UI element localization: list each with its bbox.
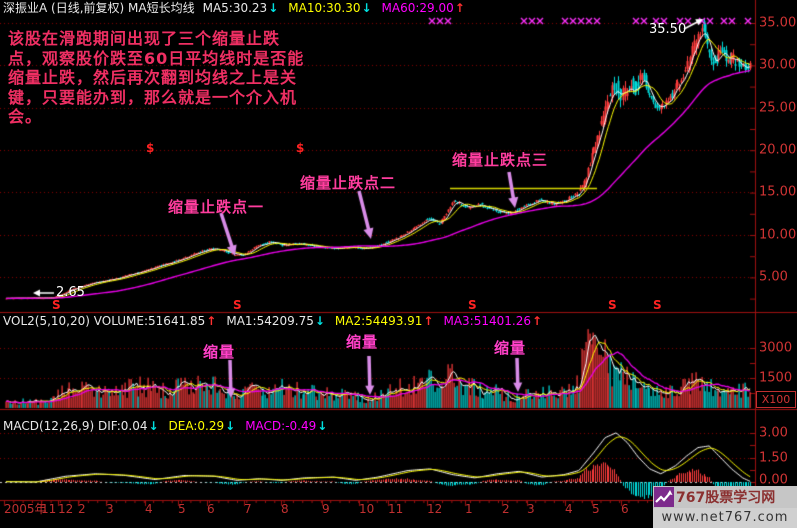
volume-header-trend-arrow-icon: ↑	[531, 314, 543, 328]
annotation-paragraph: 该股在滑跑期间出现了三个缩量止跌 点，观察股价跌至60日平均线时是否能 缩量止跌…	[8, 29, 305, 126]
date-axis-label: 2	[502, 502, 510, 516]
date-axis-label: 7	[244, 502, 252, 516]
date-axis-label: 4	[145, 502, 153, 516]
macd-header-trend-arrow-icon: ↓	[148, 419, 159, 433]
macd-header-segment: DEA:0.29	[168, 419, 225, 433]
date-axis-label: 8	[281, 502, 289, 516]
annotation-point-3: 缩量止跌点三	[452, 151, 549, 169]
volume-header-trend-arrow-icon: ↑	[423, 314, 434, 328]
date-axis-label: 6	[207, 502, 215, 516]
macd-pane-header: MACD(12,26,9) DIF:0.04 ↓ DEA:0.29 ↓ MACD:-0.…	[3, 419, 327, 433]
main-header-trend-arrow-icon: ↓	[268, 1, 279, 15]
date-axis-label: 2	[78, 502, 86, 516]
macd-header-segment: MACD(12,26,9) DIF:0.04	[3, 419, 148, 433]
macd-axis-label: 0.00	[759, 472, 788, 488]
date-axis-label: 4	[565, 502, 573, 516]
annotation-shrink-volume-2: 缩量	[346, 333, 379, 351]
volume-header-segment: MA2:54493.91	[334, 314, 423, 328]
macd-header-trend-arrow-icon: ↓	[317, 419, 328, 433]
date-axis-label: 2005年	[4, 502, 47, 516]
macd-header-segment: MACD:-0.49	[245, 419, 317, 433]
main-header-trend-arrow-icon: ↓	[361, 1, 372, 15]
price-axis-label: 10.00	[759, 227, 797, 243]
dividend-event-marker: $	[296, 141, 305, 155]
price-axis-label: 5.00	[759, 269, 788, 285]
volume-header-trend-arrow-icon: ↓	[314, 314, 325, 328]
volume-header-segment: MA3:51401.26	[443, 314, 531, 328]
price-axis-label: 20.00	[759, 142, 797, 158]
watermark: 767股票学习网 www.net767.com	[653, 486, 797, 528]
date-axis-label: 5	[178, 502, 186, 516]
main-header-segment: MA60:29.00	[381, 1, 454, 15]
watermark-url: www.net767.com	[653, 508, 797, 528]
split-event-marker: S	[233, 298, 242, 312]
annotation-shrink-volume-1: 缩量	[203, 343, 236, 361]
main-header-segment: 深振业A (日线,前复权) MA短长均线	[3, 1, 195, 15]
watermark-chart-logo-icon	[654, 487, 674, 507]
date-axis-label: 11	[41, 502, 57, 516]
macd-axis-label: 3.00	[759, 425, 788, 441]
price-axis-label: 25.00	[759, 100, 797, 116]
macd-header-trend-arrow-icon: ↓	[225, 419, 236, 433]
date-axis-label: 3	[106, 502, 114, 516]
watermark-banner: 767股票学习网	[653, 486, 797, 508]
volume-pane-header: VOL2(5,10,20) VOLUME:51641.85 ↑ MA1:54209.…	[3, 314, 542, 328]
peak-price-label: 35.50	[649, 22, 687, 37]
dividend-event-marker: $	[146, 141, 155, 155]
date-axis-label: 9	[322, 502, 330, 516]
split-event-marker: S	[608, 298, 617, 312]
volume-header-segment: MA1:54209.75	[226, 314, 314, 328]
split-event-marker: S	[468, 298, 477, 312]
annotation-point-2: 缩量止跌点二	[300, 174, 397, 192]
main-header-trend-arrow-icon: ↑	[454, 1, 465, 15]
date-axis-label: 1	[465, 502, 473, 516]
split-event-marker: S	[52, 298, 61, 312]
watermark-site-name: 767股票学习网	[676, 490, 776, 506]
date-axis-label: 11	[388, 502, 404, 516]
date-axis-label: 3	[527, 502, 535, 516]
main-chart-header: 深振业A (日线,前复权) MA短长均线 MA5:30.23 ↓ MA10:30.30…	[3, 1, 465, 15]
price-axis-label: 30.00	[759, 57, 797, 73]
main-header-segment: MA5:30.23	[202, 1, 268, 15]
date-axis-label: 12	[58, 502, 74, 516]
volume-axis-label: 1500	[759, 370, 793, 386]
annotation-shrink-volume-3: 缩量	[494, 339, 527, 357]
date-axis-label: 12	[427, 502, 443, 516]
volume-header-trend-arrow-icon: ↑	[206, 314, 217, 328]
volume-axis-label: 3000	[759, 340, 793, 356]
price-axis-label: 35.00	[759, 15, 797, 31]
split-event-marker: S	[653, 298, 662, 312]
start-price-label: 2.65	[56, 285, 85, 300]
date-axis-label: 5	[592, 502, 600, 516]
main-header-segment: MA10:30.30	[288, 1, 361, 15]
date-axis-label: 10	[359, 502, 375, 516]
macd-axis-label: 1.50	[759, 450, 788, 466]
price-axis-label: 15.00	[759, 184, 797, 200]
annotation-point-1: 缩量止跌点一	[168, 198, 265, 216]
volume-header-segment: VOL2(5,10,20) VOLUME:51641.85	[3, 314, 206, 328]
date-axis-label: 6	[621, 502, 629, 516]
volume-multiplier-badge: X100	[756, 391, 796, 408]
